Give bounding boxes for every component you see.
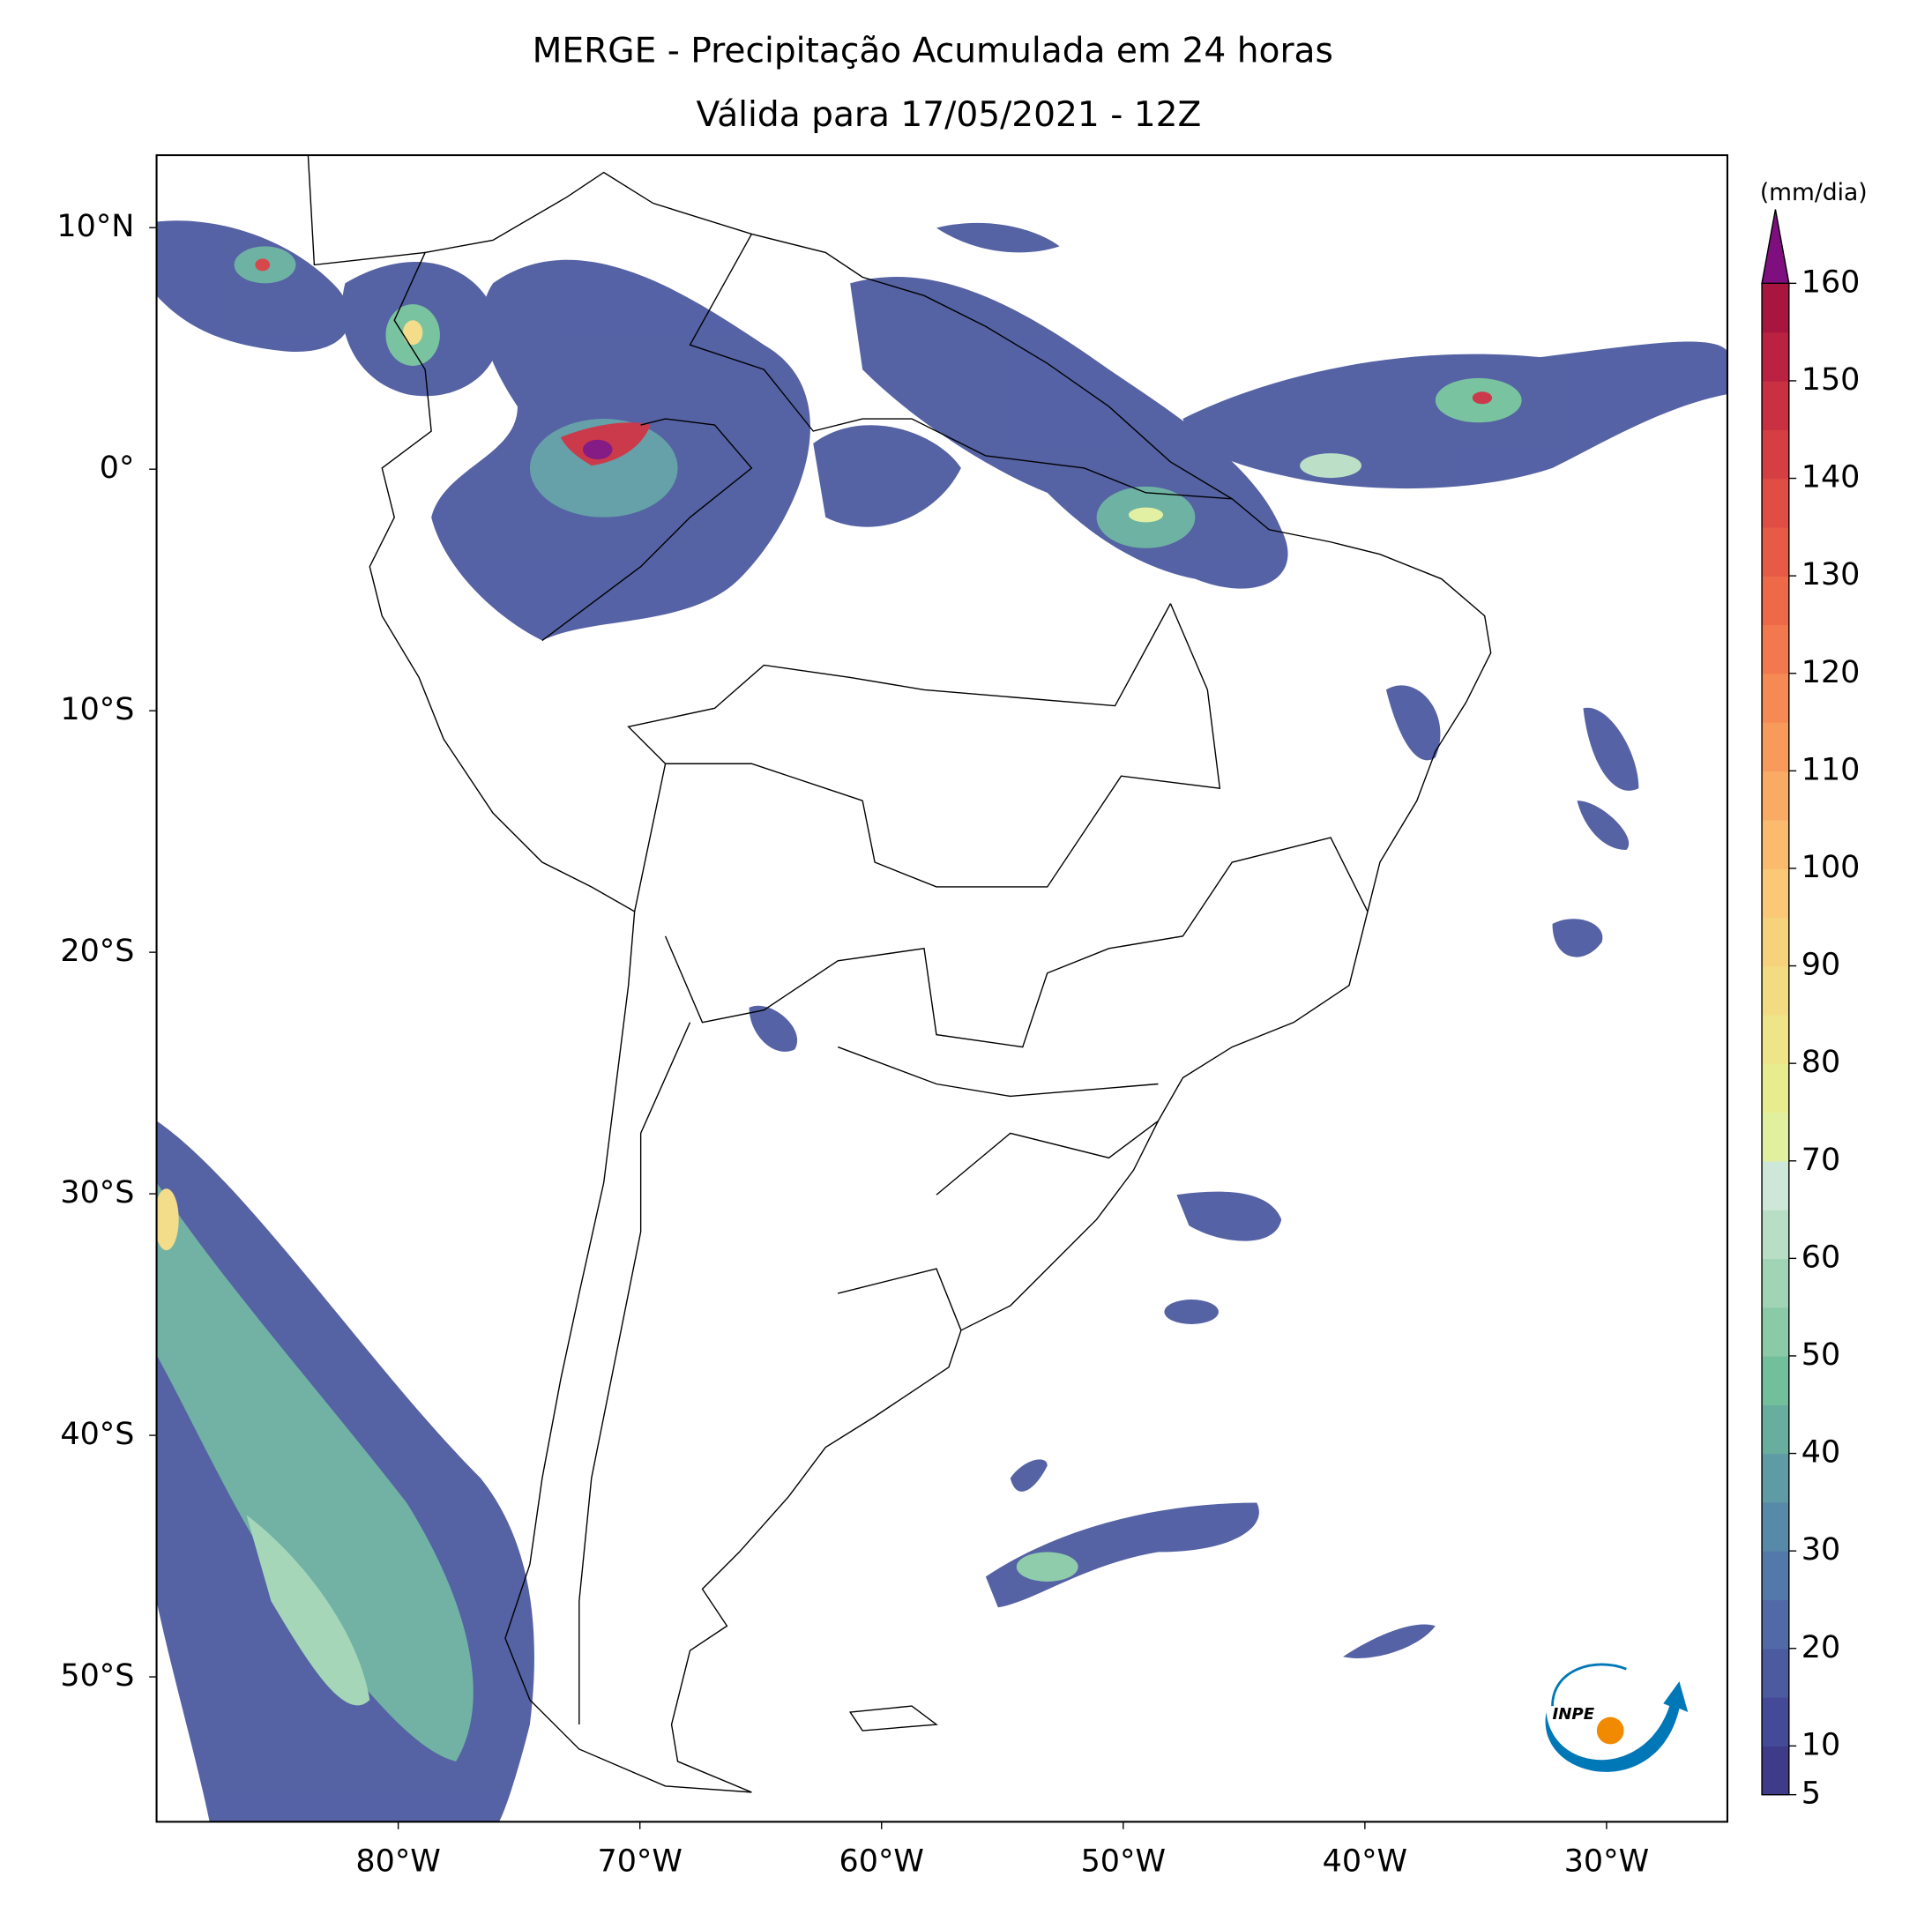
precip-field — [156, 220, 1727, 1822]
colorbar-bin — [1762, 624, 1789, 674]
colorbar-bin — [1762, 331, 1789, 382]
colorbar-bin — [1762, 673, 1789, 723]
colorbar-bin — [1762, 576, 1789, 626]
colorbar-bin — [1762, 1453, 1789, 1503]
x-tick-label: 80°W — [355, 1844, 440, 1880]
y-tick-label: 10°N — [56, 209, 134, 244]
colorbar-bin — [1762, 283, 1789, 333]
colorbar-bin — [1762, 1648, 1789, 1698]
logo-text: INPE — [1552, 1705, 1594, 1724]
colorbar-bin — [1762, 1355, 1789, 1405]
colorbar-tick-label: 140 — [1801, 460, 1861, 495]
y-tick-label: 20°S — [60, 934, 134, 969]
subtitle: Válida para 17/05/2021 - 12Z — [697, 95, 1202, 135]
colorbar-bin — [1762, 1063, 1789, 1113]
colorbar-extend — [1761, 209, 1790, 285]
colorbar-tick-label: 50 — [1801, 1337, 1840, 1373]
colorbar-outline — [1761, 283, 1790, 1796]
colorbar-tick-label: 60 — [1801, 1240, 1840, 1275]
colorbar-tick-label: 120 — [1801, 655, 1861, 690]
colorbar-tick-label: 40 — [1801, 1435, 1840, 1471]
y-tick-label: 40°S — [60, 1417, 134, 1452]
colorbar-bin — [1762, 1210, 1789, 1260]
coastline — [307, 155, 1492, 1793]
x-tick-label: 50°W — [1081, 1844, 1166, 1880]
colorbar-bin — [1762, 1404, 1789, 1455]
colorbar-tick-label: 80 — [1801, 1045, 1840, 1080]
colorbar-bin — [1762, 965, 1789, 1016]
colorbar-bin — [1762, 917, 1789, 967]
x-tick-label: 30°W — [1564, 1844, 1649, 1880]
y-tick-label: 0° — [100, 451, 135, 486]
y-tick-label: 50°S — [60, 1658, 134, 1694]
colorbar-bin — [1762, 1501, 1789, 1552]
x-tick-label: 40°W — [1323, 1844, 1407, 1880]
colorbar-tick-label: 130 — [1801, 557, 1861, 592]
colorbar-bin — [1762, 1599, 1789, 1650]
colorbar-tick-label: 100 — [1801, 850, 1861, 885]
title: MERGE - Precipitação Acumulada em 24 hor… — [533, 32, 1333, 71]
colorbar-bin — [1762, 722, 1789, 772]
colorbar-unit: (mm/dia) — [1760, 179, 1868, 206]
x-tick-label: 60°W — [839, 1844, 924, 1880]
colorbar-tick-label: 20 — [1801, 1630, 1840, 1665]
map-frame — [155, 153, 1728, 1823]
colorbar-bin — [1762, 1307, 1789, 1357]
colorbar-tick-label: 5 — [1801, 1776, 1821, 1812]
colorbar-bin — [1762, 819, 1789, 869]
axes: 80°W 70°W 60°W 50°W 40°W 30°W 10°N 0° 10°S 20°S 30… — [56, 209, 1649, 1879]
colorbar-bin — [1762, 1112, 1789, 1162]
colorbar-tick-label: 110 — [1801, 752, 1861, 787]
inpe-logo: INPE — [1545, 1663, 1689, 1772]
y-tick-label: 30°S — [60, 1175, 134, 1210]
colorbar-bin — [1762, 1160, 1789, 1210]
colorbar-tick-label: 150 — [1801, 362, 1861, 398]
colorbar-bin — [1762, 1551, 1789, 1601]
colorbar-bin — [1762, 1746, 1789, 1796]
colorbar-bin — [1762, 868, 1789, 918]
colorbar-tick-label: 70 — [1801, 1143, 1840, 1178]
colorbar-bin — [1762, 1697, 1789, 1747]
colorbar-bin — [1762, 429, 1789, 480]
colorbar-bin — [1762, 380, 1789, 430]
colorbar: (mm/dia) 5 10 20 30 40 50 60 70 80 90 100 110 120 130… — [1760, 179, 1868, 1812]
colorbar-tick-label: 30 — [1801, 1532, 1840, 1568]
colorbar-bin — [1762, 1014, 1789, 1064]
colorbar-bin — [1762, 1258, 1789, 1308]
colorbar-tick-label: 10 — [1801, 1727, 1840, 1762]
x-tick-label: 70°W — [597, 1844, 682, 1880]
y-tick-label: 10°S — [60, 692, 134, 727]
colorbar-tick-label: 160 — [1801, 264, 1861, 300]
colorbar-tick-label: 90 — [1801, 948, 1840, 983]
colorbar-bin — [1762, 478, 1789, 528]
colorbar-bin — [1762, 526, 1789, 577]
colorbar-bin — [1762, 771, 1789, 821]
